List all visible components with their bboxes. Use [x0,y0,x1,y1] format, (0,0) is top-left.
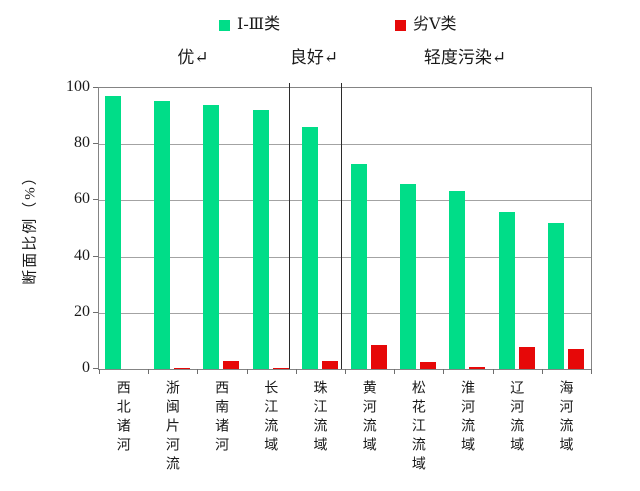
legend-swatch-grade1-3-icon [219,19,230,31]
plot-area [98,83,592,374]
x-axis-tick-mark [591,369,592,374]
x-axis-tick-mark [541,369,543,374]
x-axis-tick-mark [394,369,396,374]
y-axis-tick-mark-icon [93,255,98,257]
bar-grade1-3-5 [351,163,367,369]
x-axis-category-label: 海河流域 [557,380,573,456]
bar-grade1-3-9 [547,222,564,369]
y-axis-tick-label: 0 [82,359,90,376]
x-axis-category-label: 浙闽片河流 [163,380,179,475]
x-axis-tick-mark [246,369,248,374]
gridline-y40 [99,256,591,258]
x-axis-tick-mark [345,369,346,374]
bar-grade1-3-0 [105,96,121,369]
x-axis-category-label: 松花江流域 [409,380,425,475]
bar-grade1-3-6 [400,183,417,369]
legend-label-grade1-3: Ⅰ-Ⅲ类 [237,16,281,33]
x-axis-category-label: 淮河流域 [459,380,475,456]
y-axis-tick-mark-icon [93,368,98,369]
legend-swatch-inferior-grade5-icon [395,19,406,31]
x-axis-tick-mark [443,369,445,374]
legend-label-inferior-grade5: 劣Ⅴ类 [413,16,457,33]
bar-grade1-3-8 [498,211,515,369]
x-axis-category-label: 长江流域 [262,380,278,456]
x-axis-category-label: 黄河流域 [360,380,376,456]
bar-grade1-3-3 [252,110,269,369]
y-axis-tick-label: 60 [74,190,90,208]
x-axis-tick-mark [492,369,494,374]
x-axis-tick-mark [197,369,199,374]
bar-inferior-grade5-8 [518,346,535,369]
x-axis-category-label: 西北诸河 [114,380,130,456]
y-axis-title: 断面比例（%） [22,168,39,285]
x-axis-tick-mark [99,369,100,374]
gridline-y80 [99,144,591,146]
y-axis-tick-label: 100 [66,78,90,95]
y-axis-tick-mark-icon [93,311,98,313]
x-axis-category-label: 西南诸河 [213,380,229,456]
bar-grade1-3-1 [154,100,171,369]
bar-grade1-3-7 [449,190,466,369]
section-label-excellent: 优↵ [177,48,209,67]
x-axis-tick-mark [148,369,150,374]
bar-inferior-grade5-6 [420,361,437,369]
bar-inferior-grade5-5 [371,345,387,369]
section-label-good: 良好↵ [289,48,339,67]
section-divider-line-2 [341,83,343,369]
section-label-light-pollution: 轻度污染↵ [423,48,507,67]
bar-inferior-grade5-9 [567,349,584,369]
y-axis-tick-label: 80 [74,134,90,152]
y-axis-tick-mark-icon [93,199,98,201]
bar-inferior-grade5-7 [469,367,486,369]
x-axis-tick-mark [295,369,297,374]
bar-grade1-3-4 [301,127,318,369]
bar-inferior-grade5-3 [272,367,289,369]
x-axis-category-label: 辽河流域 [508,380,524,456]
y-axis-tick-label: 20 [74,302,90,320]
gridline-y60 [99,200,591,202]
section-divider-line-1 [288,83,290,369]
gridline-y20 [99,312,591,314]
bar-inferior-grade5-1 [174,367,191,369]
y-axis-tick-mark-icon [93,143,98,145]
bar-inferior-grade5-4 [321,360,338,369]
bar-inferior-grade5-2 [223,360,240,369]
y-axis-tick-mark-icon [93,87,98,88]
x-axis-category-label: 珠江流域 [311,380,327,456]
legend-item-inferior-grade5: 劣Ⅴ类 [395,16,457,34]
bar-grade1-3-2 [203,104,220,369]
y-axis-tick-label: 40 [74,246,90,264]
legend-item-grade1-3: Ⅰ-Ⅲ类 [219,16,280,34]
